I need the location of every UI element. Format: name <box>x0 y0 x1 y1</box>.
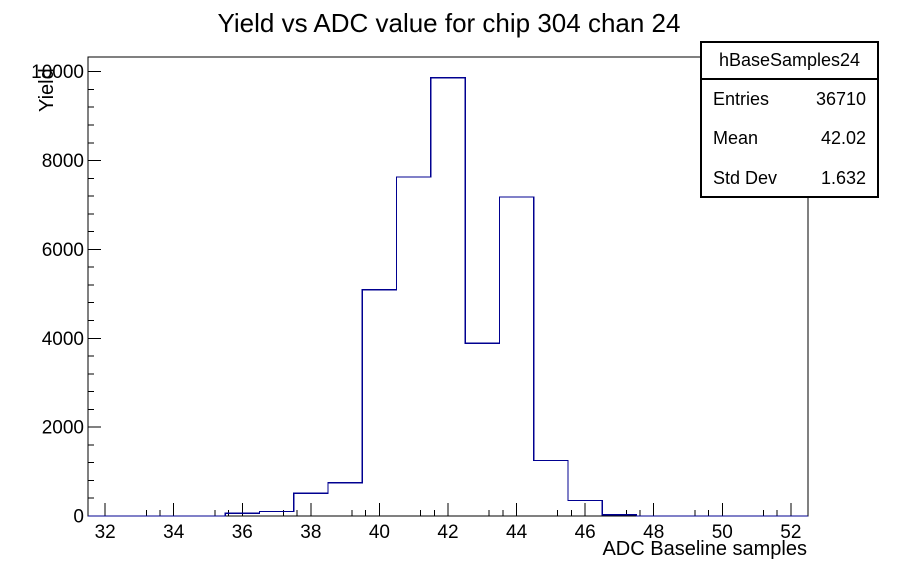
stats-label: Mean <box>713 128 759 149</box>
stats-value: 1.632 <box>820 167 866 188</box>
y-axis-tick-label: 8000 <box>42 151 84 172</box>
stats-label: Std Dev <box>713 167 778 188</box>
x-axis-tick-label: 40 <box>369 522 390 543</box>
stats-label: Entries <box>713 89 770 110</box>
stats-row-mean: Mean 42.02 <box>702 119 877 158</box>
stats-row-entries: Entries 36710 <box>702 80 877 119</box>
x-axis-tick-label: 32 <box>95 522 116 543</box>
stats-value: 36710 <box>815 89 866 110</box>
x-axis-tick-label: 48 <box>643 522 664 543</box>
stats-box: hBaseSamples24 Entries 36710 Mean 42.02 … <box>700 41 879 198</box>
y-axis-tick-label: 10000 <box>31 62 84 83</box>
y-axis-title: Yield <box>36 68 58 112</box>
x-axis-tick-label: 44 <box>506 522 528 543</box>
stats-rows: Entries 36710 Mean 42.02 Std Dev 1.632 <box>702 80 877 198</box>
x-axis-tick-label: 34 <box>163 522 185 543</box>
x-axis-title: ADC Baseline samples <box>602 538 807 560</box>
x-axis-tick-label: 38 <box>300 522 321 543</box>
x-axis-tick-label: 42 <box>437 522 458 543</box>
x-axis-tick-label: 46 <box>575 522 596 543</box>
y-axis-tick-label: 2000 <box>42 418 84 439</box>
chart-title: Yield vs ADC value for chip 304 chan 24 <box>217 8 681 38</box>
stats-value: 42.02 <box>820 128 866 149</box>
histogram-line <box>88 77 808 517</box>
x-axis-tick-label: 52 <box>780 522 801 543</box>
x-axis-tick-label: 50 <box>712 522 733 543</box>
stats-box-title: hBaseSamples24 <box>702 43 877 80</box>
y-axis-tick-label: 0 <box>73 507 84 528</box>
y-axis-tick-label: 4000 <box>42 329 84 350</box>
stats-row-stddev: Std Dev 1.632 <box>702 159 877 198</box>
x-axis-tick-label: 36 <box>232 522 253 543</box>
y-axis-tick-label: 6000 <box>42 240 84 261</box>
